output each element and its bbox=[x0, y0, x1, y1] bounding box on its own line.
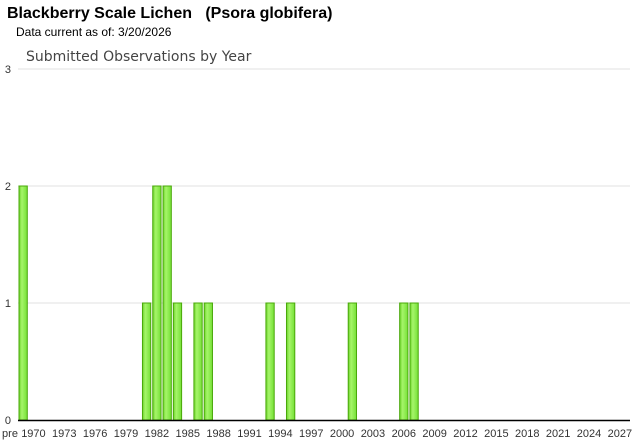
bar-pre bbox=[18, 185, 28, 421]
x-tick-label: 2012 bbox=[453, 428, 477, 440]
x-tick-label: 2027 bbox=[608, 428, 632, 440]
bar-1993 bbox=[265, 302, 275, 421]
x-tick-label: 1997 bbox=[299, 428, 323, 440]
x-tick-label: 2018 bbox=[515, 428, 539, 440]
y-tick-label: 2 bbox=[5, 181, 11, 193]
x-tick-label: 2024 bbox=[577, 428, 601, 440]
data-current-date: Data current as of: 3/20/2026 bbox=[16, 25, 172, 39]
x-tick-label: 1970 bbox=[21, 428, 45, 440]
x-tick-label: 1979 bbox=[114, 428, 138, 440]
bar-1995 bbox=[285, 302, 296, 421]
x-tick-label: 2021 bbox=[546, 428, 570, 440]
x-tick-label: 2006 bbox=[392, 428, 416, 440]
x-tick-label: 2003 bbox=[361, 428, 385, 440]
x-tick-label: 1994 bbox=[268, 428, 292, 440]
bar-1983 bbox=[162, 185, 172, 421]
bar-1982 bbox=[152, 185, 162, 421]
y-tick-label: 1 bbox=[5, 298, 11, 310]
y-tick-label: 0 bbox=[5, 415, 11, 427]
x-tick-label: 1991 bbox=[237, 428, 261, 440]
x-tick-label: 1973 bbox=[52, 428, 76, 440]
bar-2007 bbox=[409, 302, 419, 421]
x-tick-label: pre bbox=[2, 428, 18, 440]
x-tick-label: 2000 bbox=[330, 428, 354, 440]
bar-1984 bbox=[172, 302, 183, 421]
x-tick-label: 1985 bbox=[176, 428, 200, 440]
x-tick-label: 2015 bbox=[484, 428, 508, 440]
x-tick-label: 2009 bbox=[422, 428, 446, 440]
chart-title: Submitted Observations by Year bbox=[26, 49, 252, 65]
page-title: Blackberry Scale Lichen (Psora globifera… bbox=[7, 5, 333, 22]
x-tick-label: 1982 bbox=[145, 428, 169, 440]
x-tick-label: 1988 bbox=[206, 428, 230, 440]
bar-1987 bbox=[203, 302, 213, 421]
bar-2001 bbox=[347, 302, 358, 421]
bar-2006 bbox=[399, 302, 409, 421]
bar-1981 bbox=[141, 302, 152, 421]
y-tick-label: 3 bbox=[5, 64, 11, 76]
x-tick-label: 1976 bbox=[83, 428, 107, 440]
bar-1986 bbox=[193, 302, 203, 421]
